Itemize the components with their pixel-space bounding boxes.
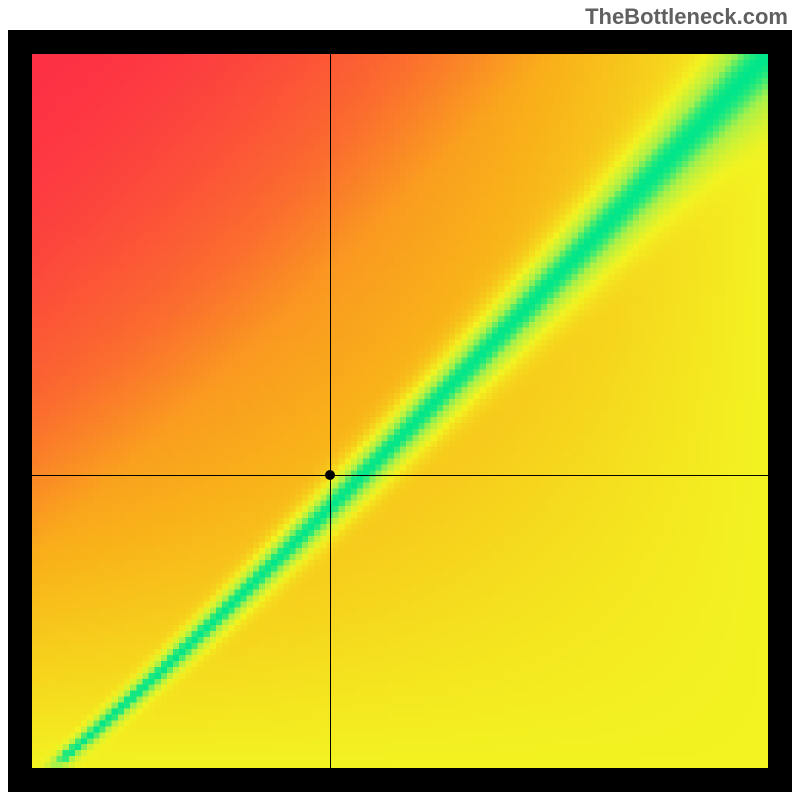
chart-container: TheBottleneck.com [0,0,800,800]
crosshair-horizontal [32,475,768,476]
crosshair-vertical [330,54,331,768]
crosshair-marker [325,470,335,480]
heatmap-canvas [32,54,768,768]
plot-area [32,54,768,768]
watermark-text: TheBottleneck.com [585,4,788,30]
chart-frame [8,30,792,792]
